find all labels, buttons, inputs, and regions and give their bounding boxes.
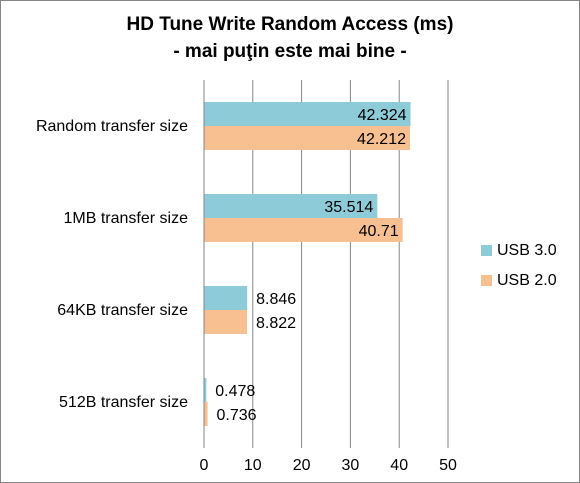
data-label: 40.71 xyxy=(359,223,399,240)
data-label: 8.822 xyxy=(256,315,296,332)
bar xyxy=(204,378,207,402)
legend: USB 3.0 USB 2.0 xyxy=(481,242,557,289)
x-tick-label: 10 xyxy=(244,457,262,474)
data-label: 0.736 xyxy=(217,407,257,424)
data-label: 35.514 xyxy=(324,199,373,216)
bars: 42.324 42.212 35.514 40.71 8.846 8.822 0.478 0.… xyxy=(204,102,411,426)
category-label: 64KB transfer size xyxy=(57,302,188,319)
x-axis: 0 10 20 30 40 50 xyxy=(200,80,457,474)
legend-swatch xyxy=(481,245,492,256)
category-label: 512B transfer size xyxy=(59,394,188,411)
legend-label: USB 2.0 xyxy=(497,272,557,289)
x-tick-label: 40 xyxy=(390,457,408,474)
data-label: 42.324 xyxy=(358,107,407,124)
bar xyxy=(204,310,248,334)
data-label: 0.478 xyxy=(215,383,255,400)
bar xyxy=(204,286,248,310)
data-label: 42.212 xyxy=(357,131,406,148)
x-tick-label: 0 xyxy=(200,457,209,474)
bar xyxy=(204,402,208,426)
x-tick-label: 50 xyxy=(439,457,457,474)
chart-subtitle: - mai puţin este mai bine - xyxy=(173,41,406,62)
category-labels: Random transfer size 1MB transfer size 64K… xyxy=(36,118,188,411)
category-label: Random transfer size xyxy=(36,118,188,135)
x-tick-label: 30 xyxy=(342,457,360,474)
category-label: 1MB transfer size xyxy=(64,210,189,227)
bar xyxy=(204,126,410,150)
bar xyxy=(204,218,403,242)
data-label: 8.846 xyxy=(256,291,296,308)
bar xyxy=(204,102,411,126)
chart-title: HD Tune Write Random Access (ms) xyxy=(127,14,454,35)
x-tick-label: 20 xyxy=(293,457,311,474)
legend-swatch xyxy=(481,275,492,286)
bar xyxy=(204,194,378,218)
legend-label: USB 3.0 xyxy=(497,242,557,259)
